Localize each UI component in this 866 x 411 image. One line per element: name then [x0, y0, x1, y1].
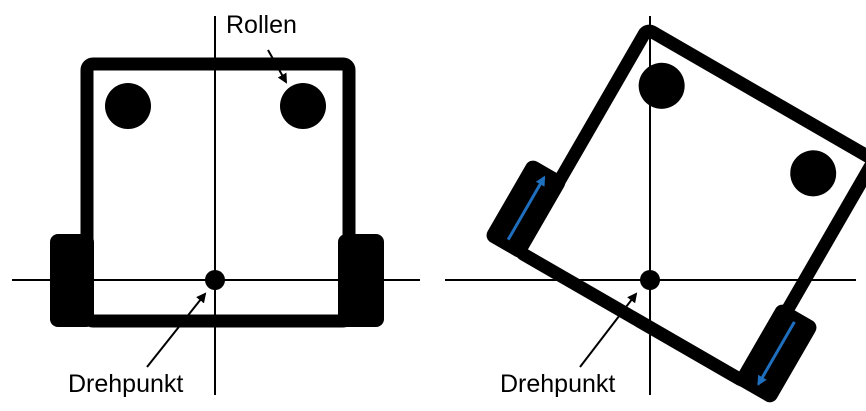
left-robot-body — [80, 57, 356, 328]
right-robot-body — [514, 24, 866, 387]
right-pivot-point — [640, 270, 660, 290]
right-left-wheel-forward-arrow — [506, 175, 546, 241]
right-pivot-pointer — [579, 292, 638, 368]
left-wheels-label: Rollen — [226, 11, 297, 39]
left-caster-wheel-right — [280, 83, 326, 129]
right-pivot-label: Drehpunkt — [500, 370, 615, 398]
left-caster-wheel-left — [105, 83, 151, 129]
right-caster-wheel-left — [638, 62, 685, 109]
right-rotated-robot — [486, 24, 866, 403]
left-pivot-pointer — [146, 292, 207, 368]
left-diagram: Rollen Drehpunkt — [12, 11, 420, 398]
right-diagram: Drehpunkt — [445, 16, 866, 403]
right-right-wheel-backward-arrow — [757, 321, 796, 386]
left-pivot-point — [205, 270, 225, 290]
right-caster-wheel-right — [790, 150, 837, 197]
left-rollen-pointer — [267, 49, 287, 84]
left-pivot-label: Drehpunkt — [68, 370, 183, 398]
